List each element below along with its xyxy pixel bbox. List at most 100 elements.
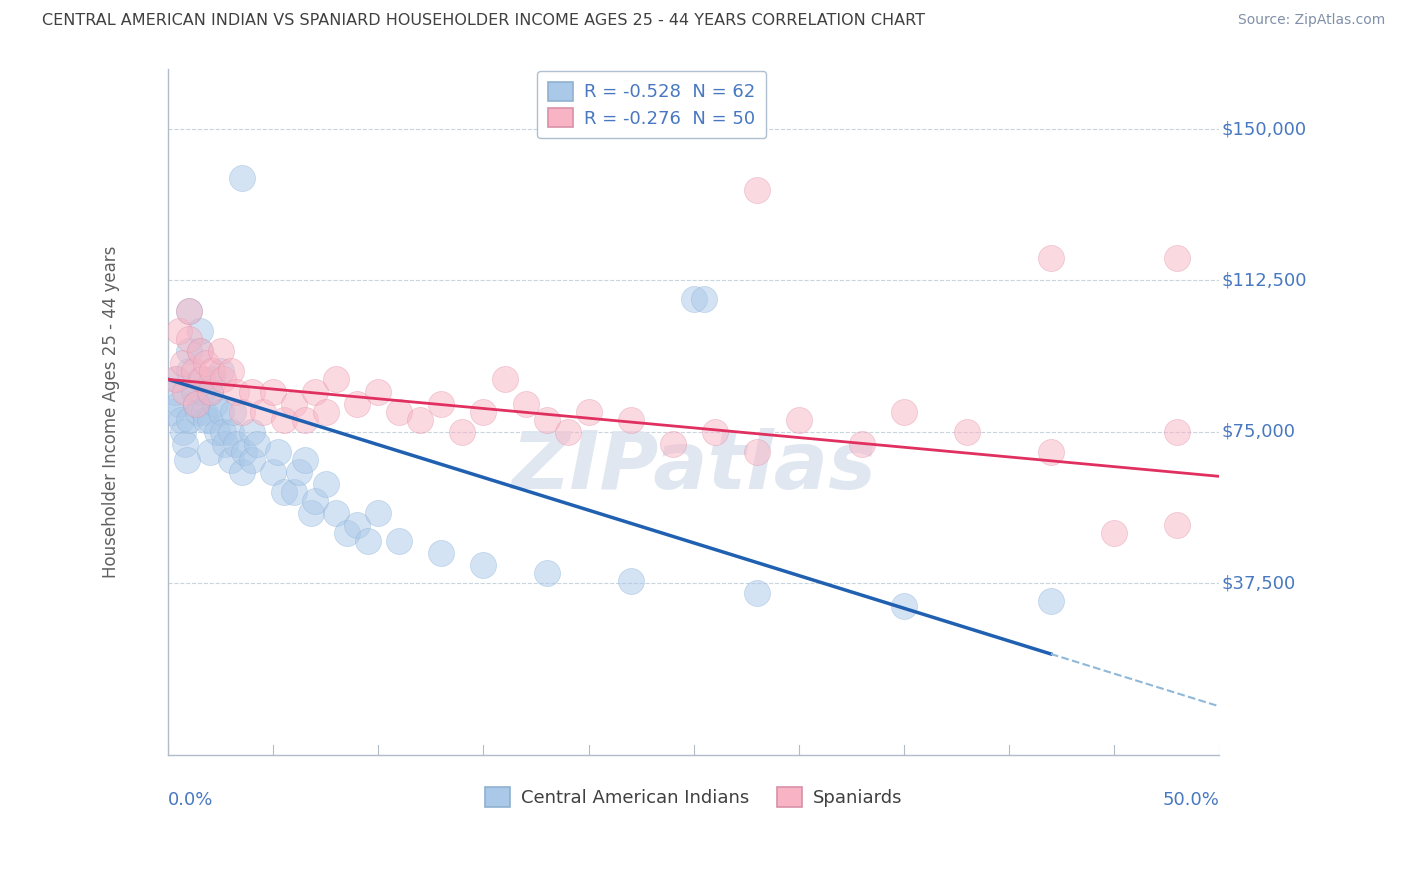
Point	[325, 372, 347, 386]
Point	[252, 405, 274, 419]
Point	[283, 485, 305, 500]
Point	[315, 477, 337, 491]
Point	[287, 465, 309, 479]
Point	[346, 517, 368, 532]
Point	[221, 425, 243, 439]
Point	[1039, 594, 1062, 608]
Point	[494, 372, 516, 386]
Point	[273, 485, 295, 500]
Point	[472, 405, 495, 419]
Point	[195, 413, 218, 427]
Text: CENTRAL AMERICAN INDIAN VS SPANIARD HOUSEHOLDER INCOME AGES 25 - 44 YEARS CORREL: CENTRAL AMERICAN INDIAN VS SPANIARD HOUS…	[42, 13, 925, 29]
Text: ZIPatlas: ZIPatlas	[512, 427, 876, 506]
Point	[195, 356, 218, 370]
Point	[578, 405, 600, 419]
Point	[515, 397, 537, 411]
Point	[661, 437, 683, 451]
Point	[184, 397, 207, 411]
Point	[745, 586, 768, 600]
Text: $75,000: $75,000	[1220, 423, 1295, 441]
Point	[294, 453, 316, 467]
Text: $37,500: $37,500	[1220, 574, 1295, 592]
Point	[179, 364, 201, 378]
Point	[1166, 252, 1188, 266]
Point	[179, 344, 201, 359]
Point	[188, 372, 211, 386]
Point	[451, 425, 474, 439]
Point	[221, 453, 243, 467]
Text: $150,000: $150,000	[1220, 120, 1306, 138]
Point	[262, 465, 284, 479]
Point	[188, 344, 211, 359]
Point	[851, 437, 873, 451]
Point	[179, 332, 201, 346]
Point	[201, 372, 224, 386]
Point	[1102, 525, 1125, 540]
Point	[240, 425, 263, 439]
Point	[703, 425, 725, 439]
Point	[240, 384, 263, 399]
Point	[536, 413, 558, 427]
Point	[201, 364, 224, 378]
Text: 50.0%: 50.0%	[1163, 791, 1219, 809]
Point	[170, 413, 193, 427]
Point	[388, 533, 411, 548]
Point	[430, 397, 453, 411]
Point	[409, 413, 432, 427]
Point	[179, 303, 201, 318]
Point	[893, 599, 915, 613]
Point	[240, 453, 263, 467]
Point	[184, 397, 207, 411]
Point	[174, 437, 197, 451]
Point	[231, 170, 253, 185]
Point	[162, 405, 184, 419]
Point	[163, 384, 186, 399]
Point	[183, 384, 205, 399]
Point	[183, 364, 205, 378]
Point	[357, 533, 380, 548]
Point	[1166, 425, 1188, 439]
Point	[232, 445, 254, 459]
Point	[367, 506, 389, 520]
Point	[200, 413, 222, 427]
Point	[304, 384, 326, 399]
Text: Source: ZipAtlas.com: Source: ZipAtlas.com	[1237, 13, 1385, 28]
Point	[787, 413, 810, 427]
Point	[299, 506, 322, 520]
Point	[388, 405, 411, 419]
Point	[1039, 445, 1062, 459]
Point	[176, 453, 198, 467]
Point	[283, 397, 305, 411]
Legend: Central American Indians, Spaniards: Central American Indians, Spaniards	[478, 780, 910, 814]
Point	[294, 413, 316, 427]
Point	[693, 292, 716, 306]
Point	[166, 372, 188, 386]
Point	[225, 384, 247, 399]
Point	[619, 413, 641, 427]
Point	[209, 344, 232, 359]
Point	[231, 405, 253, 419]
Point	[188, 324, 211, 338]
Point	[956, 425, 979, 439]
Point	[472, 558, 495, 573]
Point	[304, 493, 326, 508]
Text: Householder Income Ages 25 - 44 years: Householder Income Ages 25 - 44 years	[101, 245, 120, 578]
Point	[214, 437, 236, 451]
Point	[221, 364, 243, 378]
Point	[204, 397, 226, 411]
Point	[619, 574, 641, 589]
Point	[231, 465, 253, 479]
Point	[557, 425, 579, 439]
Point	[536, 566, 558, 581]
Point	[167, 324, 190, 338]
Point	[188, 344, 211, 359]
Point	[245, 437, 267, 451]
Point	[187, 405, 209, 419]
Point	[209, 364, 232, 378]
Point	[430, 546, 453, 560]
Point	[315, 405, 337, 419]
Point	[212, 425, 235, 439]
Point	[209, 405, 232, 419]
Point	[262, 384, 284, 399]
Point	[893, 405, 915, 419]
